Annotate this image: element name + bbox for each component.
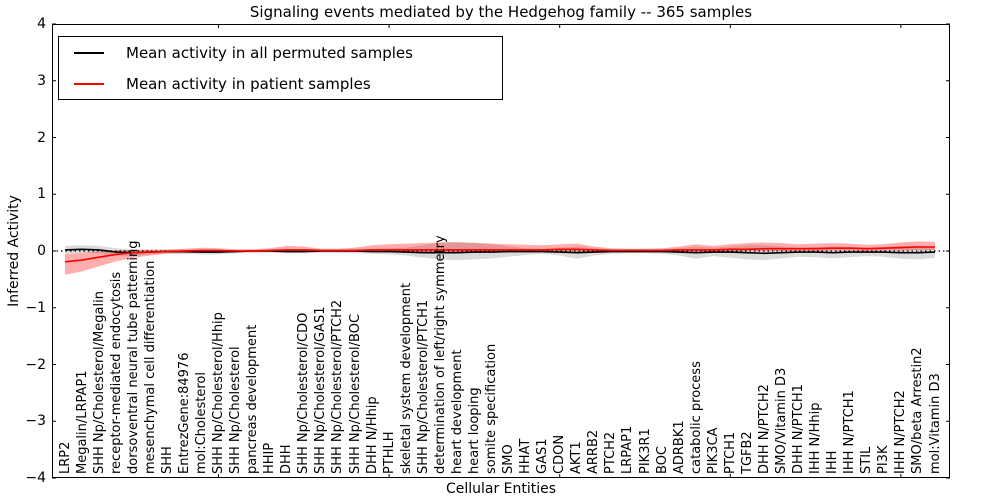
x-tick-label: LRPAP1 [620, 425, 636, 474]
y-tick-label: 1 [37, 186, 46, 203]
x-tick-label: Megalin/LRPAP1 [74, 370, 90, 474]
x-tick-label: SMO/Vitamin D3 [773, 367, 789, 474]
x-tick-label: ARRB2 [586, 429, 602, 474]
x-tick-label: HHIP [262, 442, 278, 474]
legend-entry-patient: Mean activity in patient samples [59, 69, 502, 99]
chart-title: Signaling events mediated by the Hedgeho… [249, 3, 753, 21]
permuted-mean-line [64, 248, 936, 255]
x-tick-label: DHH N/PTCH1 [791, 384, 807, 474]
x-tick-label: SMO [501, 444, 517, 474]
x-tick-label: SHH Np/Cholesterol/Hhip [211, 312, 227, 474]
x-tick-label: receptor-mediated endocytosis [108, 271, 124, 474]
y-tick-label: 2 [37, 129, 46, 146]
x-tick-label: CDON [552, 434, 568, 474]
x-tick-label: IHH [825, 450, 841, 474]
x-tick-label: SHH Np/Cholesterol/CDO [296, 312, 312, 474]
y-tick-label: −4 [25, 470, 46, 486]
x-tick-label: DHH N/PTCH2 [756, 384, 772, 474]
y-tick-label: 0 [37, 243, 46, 259]
x-tick-label: DHH [279, 444, 295, 474]
permuted-line-sample-icon [74, 52, 104, 54]
x-tick-label: PI3K [876, 445, 892, 474]
x-tick-label: IHH N/Hhip [808, 402, 824, 475]
x-tick-label: DHH N/Hhip [364, 396, 380, 474]
x-axis-label: Cellular Entities [445, 481, 557, 497]
x-tick-label: determination of left/right symmetry [432, 235, 448, 474]
x-tick-label: SHH Np/Cholesterol/BOC [347, 313, 363, 474]
y-tick-label: −1 [25, 299, 46, 316]
permuted-confidence-band [65, 241, 935, 261]
legend: Mean activity in all permuted samples Me… [58, 36, 503, 100]
y-tick-label: −3 [25, 413, 46, 430]
x-tick-label: GAS1 [535, 438, 551, 475]
x-tick-label: SHH [159, 446, 175, 474]
x-tick-label: IHH N/PTCH2 [893, 390, 909, 474]
x-tick-label: EntrezGene:84976 [176, 352, 192, 474]
x-tick-label: heart development [449, 349, 465, 474]
x-tick-label: skeletal system development [398, 282, 414, 474]
x-tick-label: PTCH1 [722, 431, 738, 474]
y-tick-label: 4 [37, 16, 46, 32]
x-tick-label: AKT1 [569, 441, 585, 474]
patient-line-sample-icon [74, 83, 104, 85]
legend-label: Mean activity in patient samples [126, 75, 371, 93]
x-tick-label: heart looping [466, 387, 482, 474]
x-tick-label: TGFB2 [739, 431, 755, 474]
x-tick-label: mol:Vitamin D3 [927, 373, 943, 474]
x-tick-label: ADRBK1 [671, 420, 687, 474]
x-tick-label: dorsoventral neural tube patterning [125, 240, 141, 474]
plot-border [52, 24, 950, 478]
x-tick-label: catabolic process [688, 361, 704, 474]
x-tick-label: SHH Np/Cholesterol/PTCH1 [415, 299, 431, 474]
x-tick-label: IHH N/PTCH1 [842, 390, 858, 474]
x-tick-label: LRP2 [57, 441, 73, 474]
x-tick-label: SHH Np/Cholesterol [228, 346, 244, 474]
x-tick-label: PTCH2 [603, 431, 619, 474]
y-tick-label: 3 [37, 72, 46, 89]
x-tick-label: somite specification [483, 343, 499, 474]
patient-mean-line [64, 246, 935, 263]
x-tick-label: PIK3CA [705, 427, 721, 474]
x-tick-label: pancreas development [245, 324, 261, 474]
x-tick-label: SHH Np/Cholesterol/PTCH2 [330, 299, 346, 474]
legend-label: Mean activity in all permuted samples [126, 44, 413, 62]
x-tick-label: BOC [654, 446, 670, 474]
x-tick-label: PTHLH [381, 431, 397, 474]
x-tick-label: mol:Cholesterol [193, 372, 209, 474]
y-tick-label: −2 [25, 356, 46, 373]
x-tick-label: SHH Np/Cholesterol/GAS1 [313, 306, 329, 474]
x-tick-label: mesenchymal cell differentiation [142, 260, 158, 474]
x-tick-label: SHH Np/Cholesterol/Megalin [91, 291, 107, 474]
x-tick-label: SMO/beta Arrestin2 [910, 347, 926, 474]
patient-confidence-band [65, 241, 935, 275]
x-tick-label: HHAT [518, 438, 534, 474]
legend-entry-permuted: Mean activity in all permuted samples [59, 38, 502, 68]
x-tick-label: PIK3R1 [637, 428, 653, 474]
x-tick-label: STIL [859, 446, 875, 474]
